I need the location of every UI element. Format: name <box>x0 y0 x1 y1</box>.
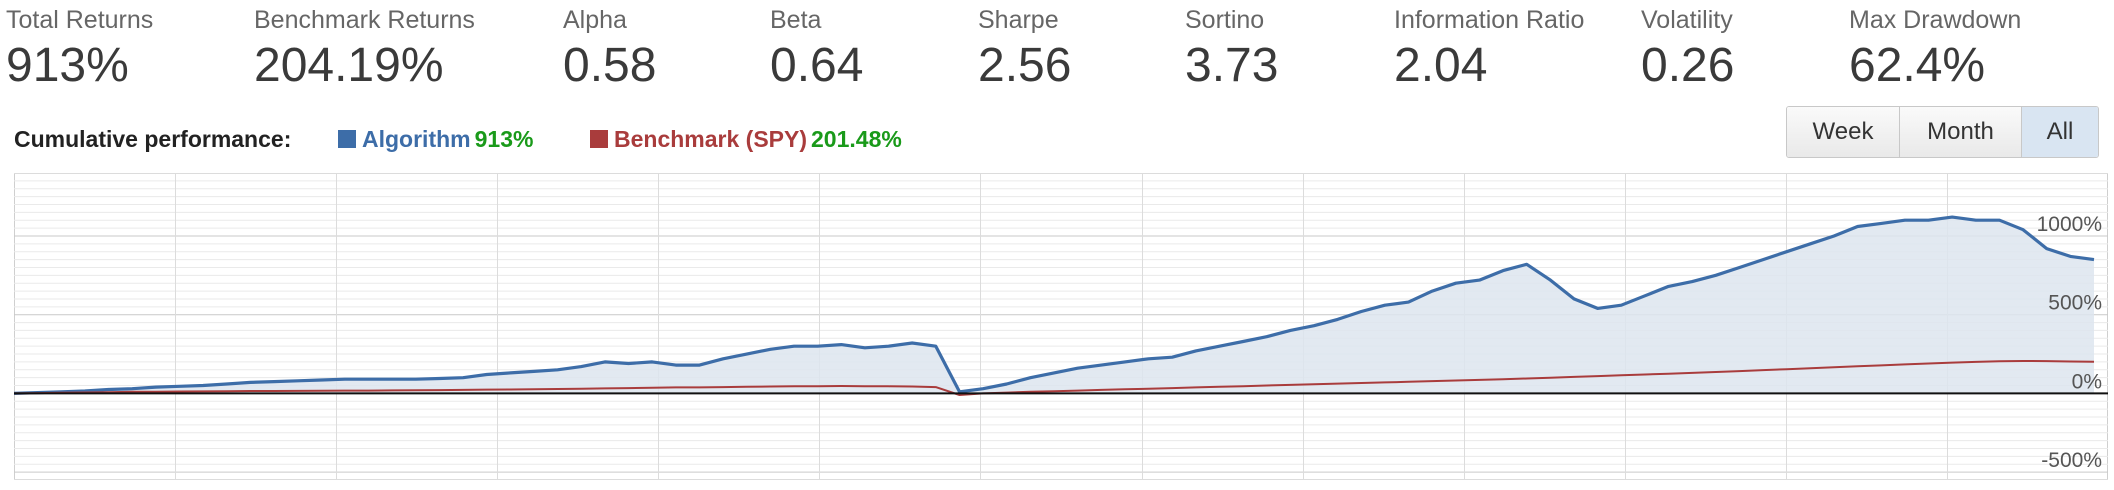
stat-total-returns: Total Returns 913% <box>6 6 153 93</box>
stat-value: 0.64 <box>770 39 864 92</box>
stat-label: Max Drawdown <box>1849 6 2022 34</box>
stat-value: 204.19% <box>254 39 444 92</box>
stat-label: Sharpe <box>978 6 1059 34</box>
stat-sortino: Sortino 3.73 <box>1185 6 1278 93</box>
y-tick-label: 500% <box>2048 292 2102 315</box>
stat-value: 913% <box>6 39 129 92</box>
legend-benchmark-label: Benchmark (SPY) <box>614 126 808 152</box>
stat-max-drawdown: Max Drawdown 62.4% <box>1849 6 2021 93</box>
y-tick-label: -500% <box>2041 449 2102 472</box>
stats-bar: Total Returns 913% Benchmark Returns 204… <box>0 0 2114 95</box>
y-tick-label: 0% <box>2072 370 2102 393</box>
stat-value: 62.4% <box>1849 39 1986 92</box>
stat-label: Sortino <box>1185 6 1265 34</box>
legend-algorithm-label: Algorithm <box>362 126 471 152</box>
stat-label: Alpha <box>563 6 627 34</box>
series-line-algorithm <box>14 215 2095 395</box>
stat-label: Total Returns <box>6 6 154 34</box>
stat-label: Beta <box>770 6 822 34</box>
legend-benchmark-value: 201.48% <box>811 126 902 152</box>
chart-svg: -500% 0% 500% 1000% <box>14 173 2108 480</box>
stat-value: 3.73 <box>1185 39 1279 92</box>
chart-legend: Cumulative performance: Algorithm 913% Be… <box>14 126 902 153</box>
stat-label: Benchmark Returns <box>254 6 475 34</box>
stat-value: 2.56 <box>978 39 1072 92</box>
range-all-button[interactable]: All <box>2022 107 2098 157</box>
algorithm-swatch <box>338 130 356 148</box>
benchmark-swatch <box>590 130 608 148</box>
stat-volatility: Volatility 0.26 <box>1641 6 1734 93</box>
stat-sharpe: Sharpe 2.56 <box>978 6 1071 93</box>
performance-chart[interactable]: -500% 0% 500% 1000% <box>14 173 2108 480</box>
legend-title: Cumulative performance: <box>14 126 292 152</box>
stat-alpha: Alpha 0.58 <box>563 6 656 93</box>
legend-algorithm[interactable]: Algorithm 913% <box>338 126 533 153</box>
stat-value: 2.04 <box>1394 39 1488 92</box>
stat-label: Volatility <box>1641 6 1733 34</box>
stat-label: Information Ratio <box>1394 6 1585 34</box>
range-week-button[interactable]: Week <box>1787 107 1900 157</box>
stat-benchmark-returns: Benchmark Returns 204.19% <box>254 6 475 93</box>
series-area-0 <box>14 217 2094 394</box>
stat-information-ratio: Information Ratio 2.04 <box>1394 6 1584 93</box>
stat-value: 0.26 <box>1641 39 1735 92</box>
stat-value: 0.58 <box>563 39 657 92</box>
legend-algorithm-value: 913% <box>474 126 534 152</box>
stat-beta: Beta 0.64 <box>770 6 863 93</box>
y-tick-label: 1000% <box>2037 213 2102 236</box>
legend-benchmark[interactable]: Benchmark (SPY) 201.48% <box>590 126 902 153</box>
range-month-button[interactable]: Month <box>1900 107 2022 157</box>
series-line-benchmark <box>14 360 2095 396</box>
range-selector: Week Month All <box>1786 106 2099 158</box>
